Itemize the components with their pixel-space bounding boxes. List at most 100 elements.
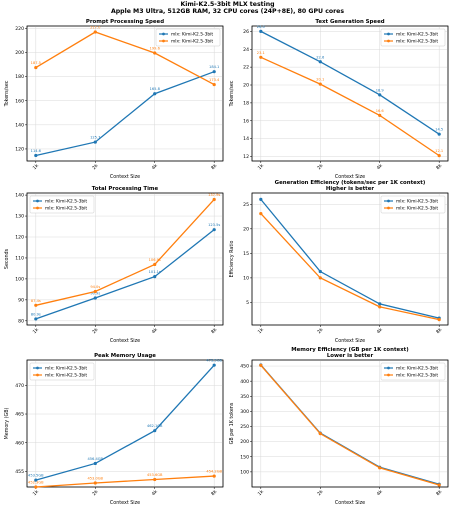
y-axis-label: Seconds [4,248,10,269]
chart-title: Higher is better [326,186,375,192]
y-tick-label: 130 [15,214,24,220]
y-tick-label: 455 [15,469,24,475]
data-point [93,461,97,466]
legend-marker [162,32,165,36]
y-tick-label: 10 [243,275,249,281]
series-line [260,198,440,319]
y-axis-label: Tokens/sec [229,80,235,107]
y-tick-label: 15 [243,251,249,257]
series-line [260,30,440,135]
series-line [35,71,215,157]
data-label: 452.3GB [28,481,44,485]
chart-5: 455 460 465 470 1k 2k 4k 8k Peak Memory Usage Con… [4,353,224,506]
y-tick-label: 450 [240,364,249,370]
chart-title: Lower is better [327,353,374,359]
x-tick-label: 8k [435,327,443,335]
x-axis-label: Context Size [335,500,365,506]
x-tick-label: 2k [91,327,99,335]
data-point [318,432,322,436]
data-point [318,82,322,86]
data-label: 101.1s [149,270,161,274]
data-point [437,483,441,487]
legend-entry: mlx: Kimi-K2.5-3bit [396,206,438,212]
series-line [35,199,215,306]
y-tick-label: 300 [240,409,249,415]
data-point [318,276,322,280]
data-point [34,485,38,489]
data-point [212,228,216,232]
data-point [34,153,38,158]
data-label: 199.6 [150,47,161,51]
data-label: 20.1 [316,78,324,82]
data-label: 456.4GB [87,457,103,461]
x-tick-label: 1k [257,489,265,497]
data-point [378,93,382,97]
legend-entry: mlx: Kimi-K2.5-3bit [45,206,87,212]
legend-entry: mlx: Kimi-K2.5-3bit [45,373,87,379]
legend-marker [36,199,39,203]
x-tick-label: 4k [376,489,384,497]
y-tick-label: 100 [240,469,249,475]
y-tick-label: 18 [243,100,249,106]
series-line [260,364,440,486]
y-tick-label: 14 [243,136,249,142]
series-line [35,475,215,488]
series-line [260,213,440,321]
y-tick-label: 150 [240,454,249,460]
data-point [93,481,97,485]
y-tick-label: 5 [246,300,249,306]
y-tick-label: 250 [240,424,249,430]
x-axis-label: Context Size [335,174,365,180]
x-axis-label: Context Size [335,338,365,344]
data-point [34,303,38,307]
y-tick-label: 180 [15,74,24,80]
data-point [437,318,441,322]
data-label: 137.9s [208,193,220,197]
x-tick-label: 8k [210,489,218,497]
x-tick-label: 1k [32,489,40,497]
x-tick-label: 2k [91,163,99,171]
data-point [93,30,97,34]
legend [380,195,446,214]
data-point [153,275,157,279]
data-point [378,302,382,306]
y-tick-label: 12 [243,154,249,160]
data-label: 26.0 [257,25,266,29]
plot-frame [26,25,224,162]
data-label: 94.0s [90,285,100,289]
data-label: 12.1 [435,149,443,153]
y-tick-label: 26 [243,29,249,35]
legend-marker [387,373,390,377]
legend-entry: mlx: Kimi-K2.5-3bit [396,366,438,372]
data-label: 22.6 [316,55,325,59]
x-tick-label: 1k [257,327,265,335]
data-label: 23.1 [257,51,265,55]
legend-entry: mlx: Kimi-K2.5-3bit [45,366,87,372]
series-line [35,31,215,86]
data-point [153,429,157,433]
x-tick-label: 8k [435,163,443,171]
chart-title: Text Generation Speed [315,19,384,25]
y-tick-label: 200 [15,50,24,56]
chart-title: Prompt Processing Speed [86,19,164,25]
legend [380,362,446,381]
x-axis-label: Context Size [110,174,140,180]
legend [155,28,221,47]
data-label: 462.1GB [147,424,163,428]
legend-entry: mlx: Kimi-K2.5-3bit [45,199,87,205]
chart-1: 120 140 160 180 200 220 1k 2k 4k 8k Prompt Process… [4,19,224,180]
data-point [212,70,216,74]
y-tick-label: 110 [15,256,24,262]
data-point [212,474,216,478]
x-tick-label: 8k [210,327,218,335]
data-label: 16.6 [376,109,385,113]
data-point [378,466,382,470]
series-line [260,56,440,157]
plot-frame [251,25,449,162]
data-point [437,154,441,158]
data-label: 453.0GB [87,476,103,480]
legend-marker [387,199,390,203]
plot-area [251,192,449,326]
y-tick-label: 80 [18,318,24,324]
